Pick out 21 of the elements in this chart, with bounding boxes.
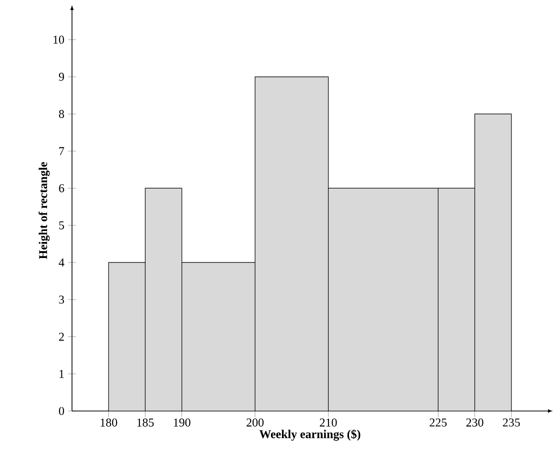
x-tick-label: 230	[466, 418, 484, 427]
x-tick-label: 210	[320, 418, 337, 427]
x-axis-title: Weekly earnings ($)	[259, 429, 360, 441]
x-tick-label: 190	[174, 418, 190, 427]
y-tick-label: 4	[58, 258, 64, 266]
x-tick-label: 200	[246, 418, 264, 427]
y-tick-label: 3	[59, 296, 64, 304]
y-tick-label: 5	[59, 221, 64, 230]
y-tick-label: 2	[59, 332, 64, 341]
x-tick-label: 180	[100, 418, 118, 427]
x-tick-label: 185	[137, 418, 154, 427]
y-tick-label: 8	[58, 110, 64, 118]
y-tick-label: 10	[54, 36, 64, 44]
y-tick-label: 6	[59, 184, 64, 192]
y-tick-label: 7	[59, 147, 64, 156]
y-tick-label: 0	[58, 406, 64, 416]
y-tick-label: 1	[60, 370, 64, 378]
y-tick-label: 9	[58, 72, 64, 81]
x-tick-label: 225	[430, 418, 447, 427]
x-tick-label: 235	[502, 418, 520, 427]
y-axis-title: Height of rectangle	[38, 162, 50, 259]
